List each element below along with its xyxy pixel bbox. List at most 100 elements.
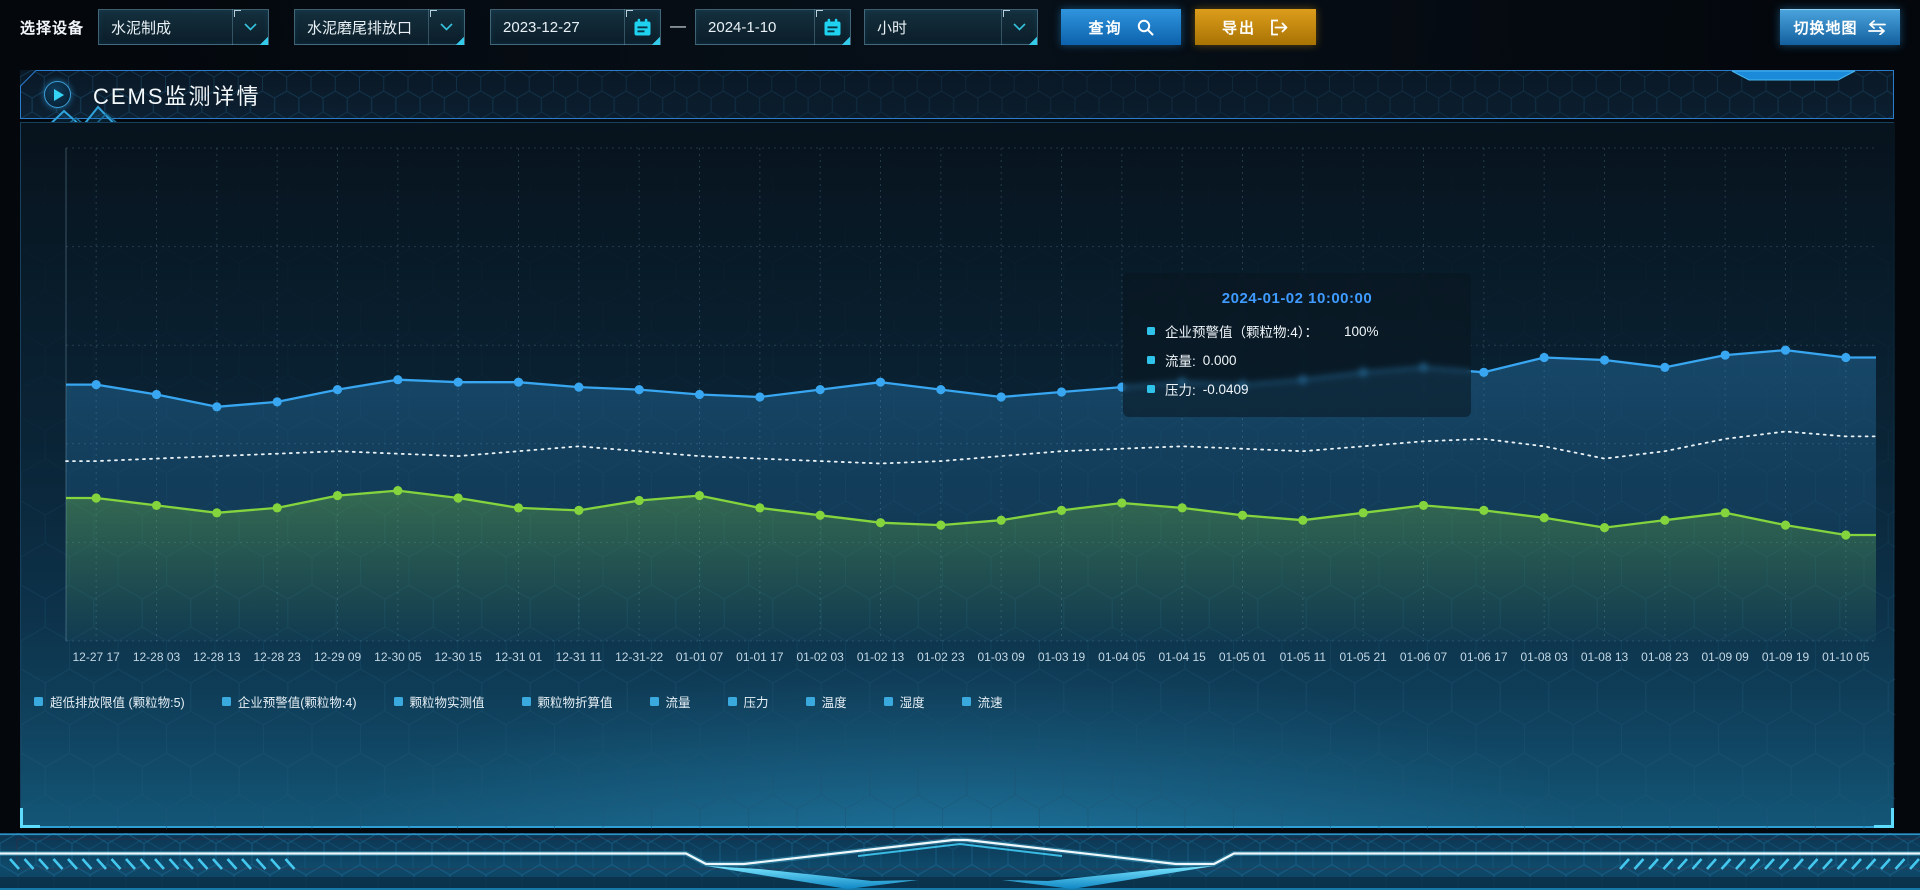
data-point[interactable] xyxy=(1539,352,1549,363)
data-point[interactable] xyxy=(1237,510,1248,520)
data-point[interactable] xyxy=(1720,350,1730,360)
legend-item[interactable]: 流速 xyxy=(961,692,1003,711)
chevron-down-icon[interactable] xyxy=(232,9,269,45)
data-point[interactable] xyxy=(634,384,644,395)
x-axis-label: 01-08 23 xyxy=(1641,650,1689,664)
start-date-input[interactable]: 2023-12-27 xyxy=(490,9,662,45)
chevron-down-icon[interactable] xyxy=(428,9,465,45)
data-point[interactable] xyxy=(1780,520,1791,530)
data-point[interactable] xyxy=(393,486,403,496)
play-circle-icon[interactable] xyxy=(44,81,71,108)
x-axis-label: 01-08 13 xyxy=(1580,650,1629,664)
data-point[interactable] xyxy=(212,508,222,518)
query-button[interactable]: 查询 xyxy=(1061,9,1182,45)
footer-decoration xyxy=(0,833,1920,890)
tooltip-row: 企业预警值（颗粒物:4）： 100% xyxy=(1147,321,1447,341)
x-axis-label: 01-10 05 xyxy=(1822,650,1870,664)
x-axis-label: 01-09 09 xyxy=(1701,650,1749,664)
chevron-down-icon[interactable] xyxy=(1001,9,1038,45)
calendar-icon[interactable] xyxy=(624,9,661,45)
data-point[interactable] xyxy=(1841,530,1851,540)
data-point[interactable] xyxy=(1599,355,1610,365)
data-point[interactable] xyxy=(996,392,1006,402)
outlet-select-value: 水泥磨尾排放口 xyxy=(307,19,413,37)
end-date-input[interactable]: 2024-1-10 xyxy=(695,9,852,45)
x-axis-label: 01-02 23 xyxy=(917,650,965,664)
legend-item[interactable]: 企业预警值(颗粒物:4) xyxy=(221,692,357,711)
legend-item[interactable]: 颗粒物折算值 xyxy=(521,692,613,711)
data-point[interactable] xyxy=(936,520,946,530)
legend-item[interactable]: 颗粒物实测值 xyxy=(393,692,485,711)
data-point[interactable] xyxy=(332,384,343,395)
line-chart[interactable] xyxy=(21,123,1895,829)
legend-item[interactable]: 湿度 xyxy=(883,692,925,711)
data-point[interactable] xyxy=(755,392,765,402)
data-point[interactable] xyxy=(393,375,403,385)
data-point[interactable] xyxy=(875,518,886,528)
data-point[interactable] xyxy=(755,503,765,513)
data-point[interactable] xyxy=(1479,367,1489,377)
data-point[interactable] xyxy=(1780,345,1791,355)
data-point[interactable] xyxy=(91,380,101,390)
data-point[interactable] xyxy=(1117,498,1127,508)
data-point[interactable] xyxy=(815,510,825,520)
data-point[interactable] xyxy=(513,377,524,387)
search-icon xyxy=(1137,19,1154,35)
data-point[interactable] xyxy=(875,377,886,387)
legend-item[interactable]: 流量 xyxy=(649,692,691,711)
data-point[interactable] xyxy=(1056,505,1067,515)
data-point[interactable] xyxy=(815,384,825,395)
x-axis-label: 12-31-22 xyxy=(615,650,664,664)
x-axis-label: 01-05 11 xyxy=(1279,650,1327,664)
data-point[interactable] xyxy=(694,490,705,501)
outlet-select[interactable]: 水泥磨尾排放口 xyxy=(294,9,466,45)
legend-marker-icon xyxy=(727,697,737,706)
x-axis-label: 12-29 09 xyxy=(313,650,362,664)
data-point[interactable] xyxy=(212,402,222,412)
data-point[interactable] xyxy=(936,384,946,395)
data-point[interactable] xyxy=(694,389,705,400)
x-axis-label: 01-05 01 xyxy=(1218,650,1267,664)
data-point[interactable] xyxy=(1660,515,1670,525)
data-point[interactable] xyxy=(634,495,644,506)
legend-marker-icon xyxy=(34,697,43,706)
legend-item[interactable]: 压力 xyxy=(727,692,769,711)
export-button[interactable]: 导出 xyxy=(1195,9,1317,45)
data-point[interactable] xyxy=(1056,387,1067,397)
data-point[interactable] xyxy=(513,503,524,513)
data-point[interactable] xyxy=(453,377,463,387)
data-point[interactable] xyxy=(272,503,282,513)
data-point[interactable] xyxy=(1841,352,1851,363)
legend-marker-icon xyxy=(393,697,403,706)
data-point[interactable] xyxy=(1660,362,1670,372)
x-axis-label: 01-06 17 xyxy=(1460,650,1508,664)
data-point[interactable] xyxy=(1479,505,1489,515)
export-icon xyxy=(1271,19,1288,35)
data-point[interactable] xyxy=(996,515,1006,525)
export-button-label: 导出 xyxy=(1222,19,1257,37)
data-point[interactable] xyxy=(1298,515,1308,525)
data-point[interactable] xyxy=(1720,508,1730,518)
legend-item[interactable]: 超低排放限值 (颗粒物:5) xyxy=(34,692,185,711)
data-point[interactable] xyxy=(1177,503,1187,513)
data-point[interactable] xyxy=(1418,500,1429,511)
data-point[interactable] xyxy=(91,493,101,503)
legend-label: 压力 xyxy=(743,696,769,710)
data-point[interactable] xyxy=(1599,523,1610,533)
x-axis-label: 01-04 05 xyxy=(1098,650,1146,664)
data-point[interactable] xyxy=(453,493,463,503)
calendar-icon[interactable] xyxy=(814,9,851,45)
interval-select[interactable]: 小时 xyxy=(864,9,1039,45)
legend-item[interactable]: 温度 xyxy=(805,692,847,711)
data-point[interactable] xyxy=(151,500,162,511)
data-point[interactable] xyxy=(574,382,584,392)
switch-map-button[interactable]: 切换地图 xyxy=(1780,9,1900,45)
data-point[interactable] xyxy=(574,505,584,515)
data-point[interactable] xyxy=(151,389,162,400)
data-point[interactable] xyxy=(272,397,282,407)
data-point[interactable] xyxy=(332,490,343,501)
data-point[interactable] xyxy=(1539,513,1549,523)
data-point[interactable] xyxy=(1358,508,1368,518)
device-select[interactable]: 水泥制成 xyxy=(98,9,270,45)
